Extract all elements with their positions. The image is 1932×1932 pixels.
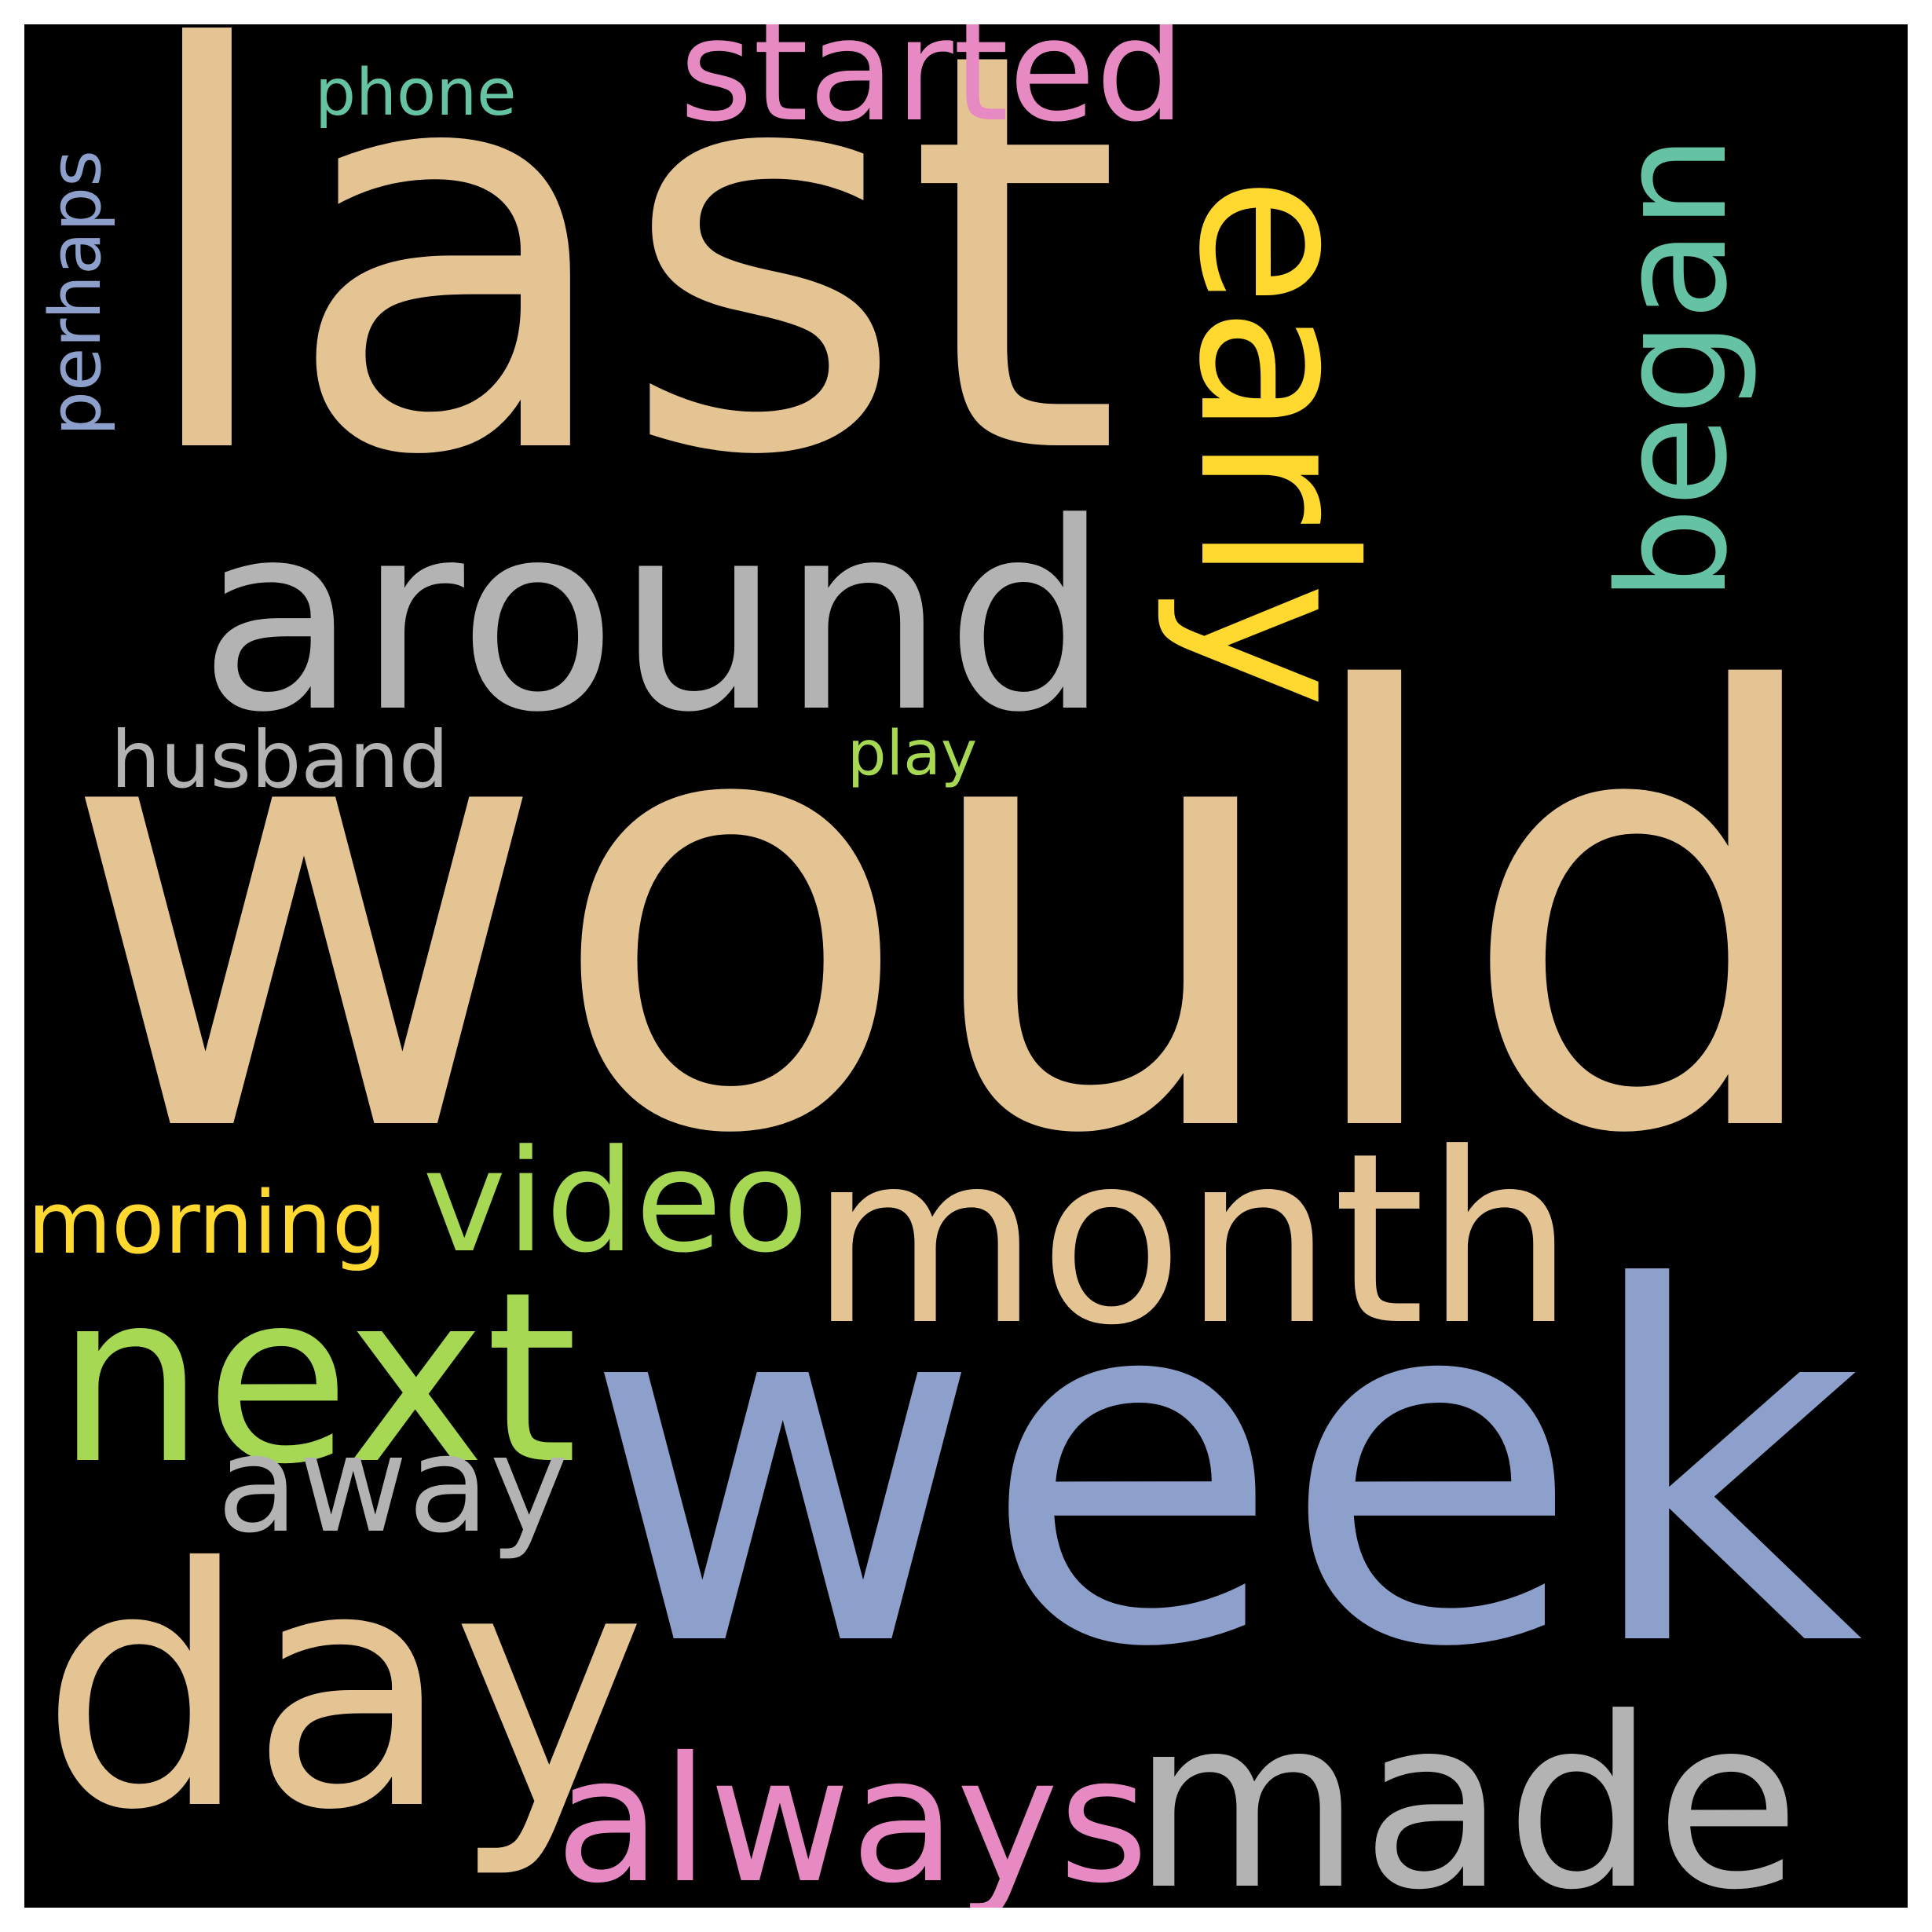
word-day: day — [40, 1498, 647, 1883]
word-away: away — [217, 1407, 569, 1563]
word-began: began — [1586, 134, 1760, 602]
word-next: next — [56, 1242, 578, 1516]
word-husband: husband — [111, 714, 449, 806]
word-around: around — [199, 467, 1111, 769]
word-play: play — [847, 719, 978, 789]
word-cloud-canvas: last would week day around month made ne… — [24, 24, 1908, 1908]
word-morning: morning — [27, 1173, 387, 1273]
word-perhaps: perhaps — [35, 149, 117, 437]
word-week: week — [584, 1187, 1864, 1754]
word-always: always — [555, 1720, 1149, 1908]
word-early: early — [1152, 176, 1400, 708]
word-last: last — [130, 24, 1122, 576]
word-made: made — [1132, 1667, 1801, 1908]
word-would: would — [60, 570, 1836, 1264]
word-started: started — [679, 24, 1186, 153]
word-month: month — [810, 1103, 1575, 1377]
word-phone: phone — [315, 56, 517, 130]
word-video: video — [423, 1120, 809, 1284]
